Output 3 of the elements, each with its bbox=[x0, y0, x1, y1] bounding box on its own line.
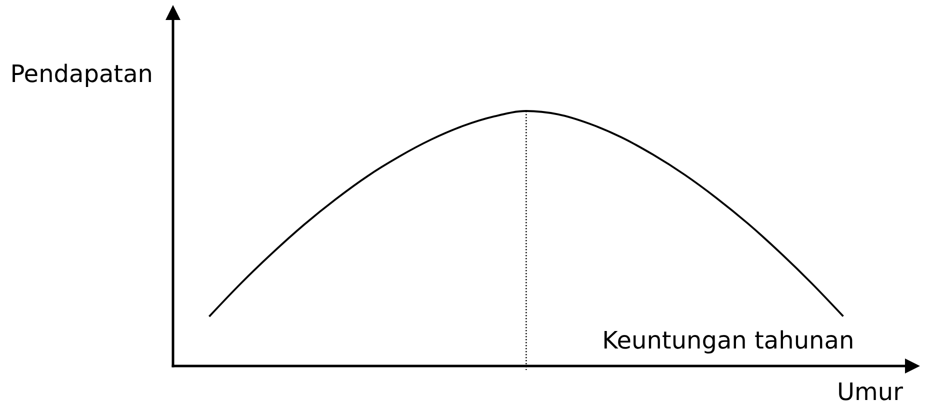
y-axis-title: Pendapatan bbox=[10, 60, 153, 88]
x-axis-title: Umur bbox=[836, 378, 904, 406]
series-label: Keuntungan tahunan bbox=[602, 326, 854, 354]
